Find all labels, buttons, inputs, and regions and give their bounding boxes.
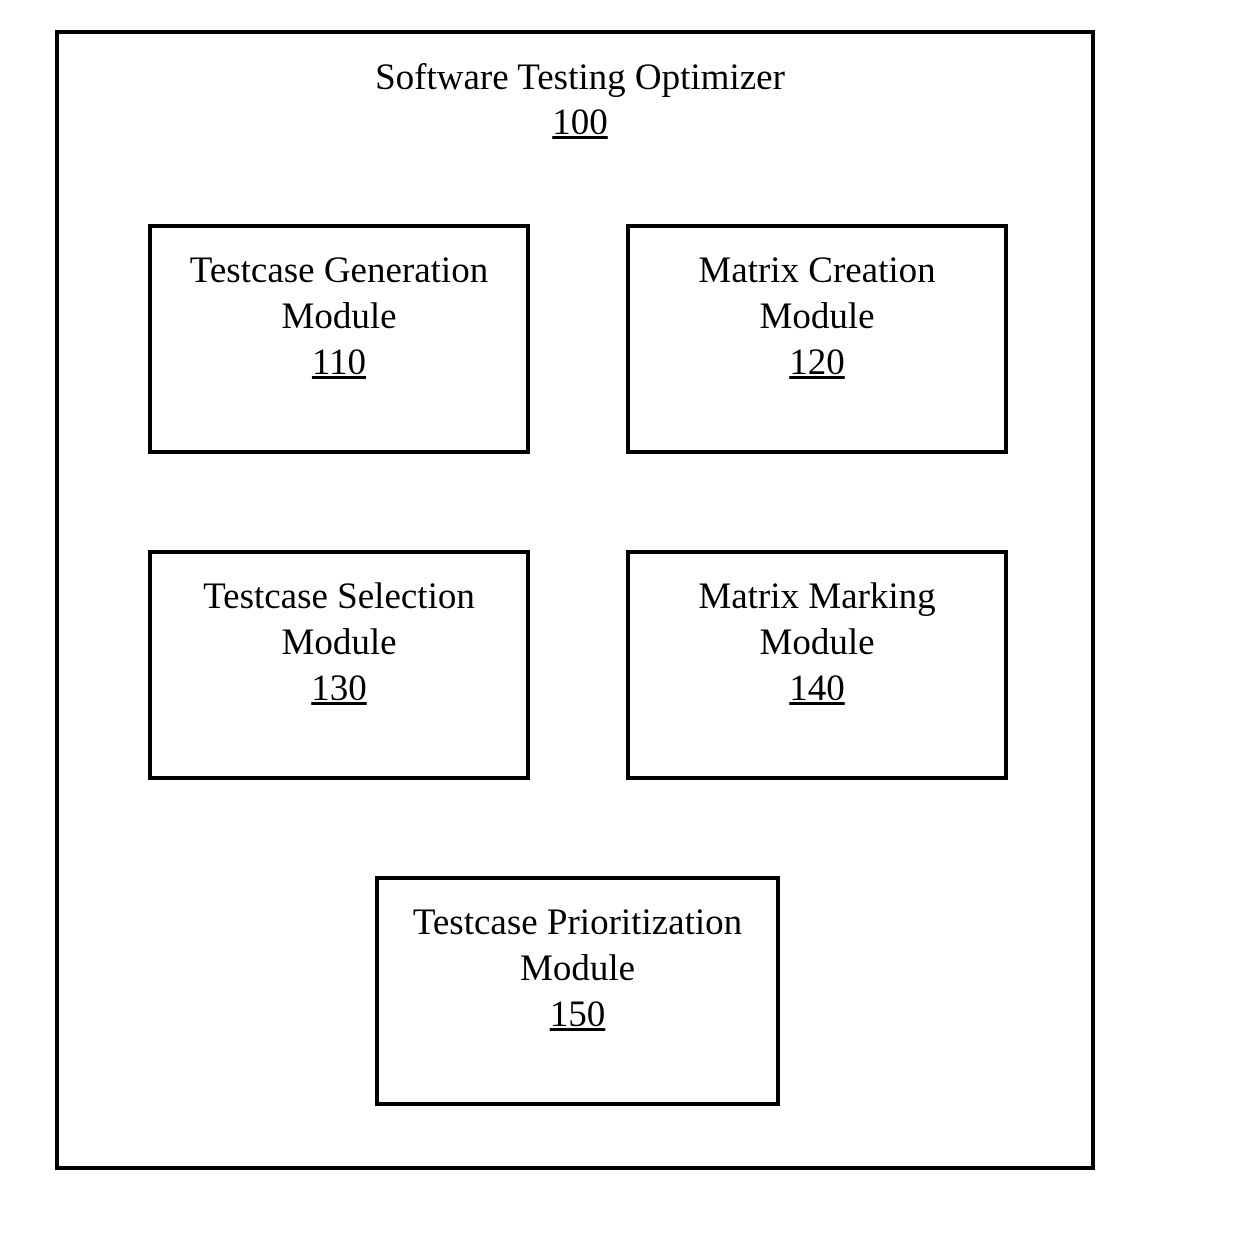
testcase-generation-module-box: Testcase Generation Module 110 bbox=[148, 224, 530, 454]
box-label-line2: Module bbox=[152, 294, 526, 340]
matrix-creation-module-box: Matrix Creation Module 120 bbox=[626, 224, 1008, 454]
testcase-prioritization-module-box: Testcase Prioritization Module 150 bbox=[375, 876, 780, 1106]
box-label-line2: Module bbox=[152, 620, 526, 666]
box-label-line1: Matrix Marking bbox=[630, 574, 1004, 620]
testcase-selection-module-box: Testcase Selection Module 130 bbox=[148, 550, 530, 780]
box-ref-140: 140 bbox=[630, 667, 1004, 710]
diagram-title-area: Software Testing Optimizer 100 bbox=[300, 55, 860, 144]
box-label-line1: Testcase Selection bbox=[152, 574, 526, 620]
box-ref-120: 120 bbox=[630, 341, 1004, 384]
box-label-line1: Matrix Creation bbox=[630, 248, 1004, 294]
box-label-line2: Module bbox=[630, 620, 1004, 666]
matrix-marking-module-box: Matrix Marking Module 140 bbox=[626, 550, 1008, 780]
diagram-ref-100: 100 bbox=[300, 101, 860, 144]
box-ref-150: 150 bbox=[379, 993, 776, 1036]
box-label-line2: Module bbox=[379, 946, 776, 992]
diagram-title: Software Testing Optimizer bbox=[300, 55, 860, 101]
box-label-line2: Module bbox=[630, 294, 1004, 340]
box-label-line1: Testcase Generation bbox=[152, 248, 526, 294]
box-ref-130: 130 bbox=[152, 667, 526, 710]
box-ref-110: 110 bbox=[152, 341, 526, 384]
box-label-line1: Testcase Prioritization bbox=[379, 900, 776, 946]
